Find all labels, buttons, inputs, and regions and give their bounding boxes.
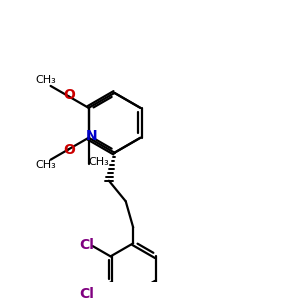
Text: O: O	[63, 143, 75, 158]
Text: CH₃: CH₃	[36, 160, 56, 170]
Text: Cl: Cl	[80, 287, 94, 300]
Text: CH₃: CH₃	[36, 75, 56, 85]
Text: N: N	[85, 129, 97, 143]
Text: Cl: Cl	[80, 238, 94, 252]
Text: O: O	[63, 88, 75, 102]
Text: CH₃: CH₃	[88, 157, 109, 167]
